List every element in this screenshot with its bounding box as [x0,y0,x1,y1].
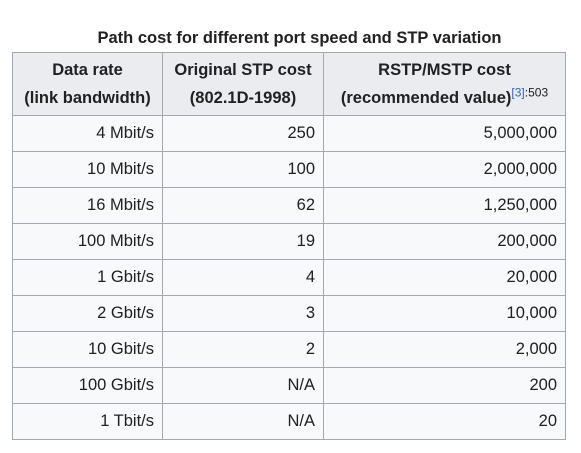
path-cost-table-container: Path cost for different port speed and S… [12,24,566,440]
table-row: 1 Gbit/s 4 20,000 [12,259,566,296]
table-caption: Path cost for different port speed and S… [97,29,502,47]
header-data-rate-line1: Data rate [52,61,123,79]
reference-page: :503 [524,85,549,100]
cell-rstp-cost: 1,250,000 [323,187,566,224]
cell-stp-cost: 3 [162,295,324,332]
cell-stp-cost: N/A [162,403,324,440]
header-rstp-mstp-cost: RSTP/MSTP cost (recommended value)[3]:50… [323,52,566,116]
table-row: 16 Mbit/s 62 1,250,000 [12,187,566,224]
header-data-rate-line2: (link bandwidth) [24,89,151,107]
header-data-rate: Data rate (link bandwidth) [12,52,163,116]
header-original-stp-line2: (802.1D-1998) [189,89,297,107]
header-original-stp-line1: Original STP cost [174,61,312,79]
header-row: Data rate (link bandwidth) Original STP … [12,52,566,116]
table-row: 10 Gbit/s 2 2,000 [12,331,566,368]
cell-rstp-cost: 200,000 [323,223,566,260]
cell-data-rate: 10 Gbit/s [12,331,163,368]
cell-rstp-cost: 10,000 [323,295,566,332]
cell-stp-cost: N/A [162,367,324,404]
cell-data-rate: 10 Mbit/s [12,151,163,188]
table-row: 10 Mbit/s 100 2,000,000 [12,151,566,188]
reference-link[interactable]: [3] [511,85,525,100]
header-original-stp-cost: Original STP cost (802.1D-1998) [162,52,324,116]
path-cost-table: Data rate (link bandwidth) Original STP … [12,52,566,440]
cell-stp-cost: 19 [162,223,324,260]
cell-rstp-cost: 200 [323,367,566,404]
header-rstp-line2: (recommended value) [340,89,512,107]
header-rstp-line1: RSTP/MSTP cost [378,61,511,79]
cell-rstp-cost: 5,000,000 [323,115,566,152]
cell-rstp-cost: 20,000 [323,259,566,296]
cell-data-rate: 100 Mbit/s [12,223,163,260]
reference-superscript: [3]:503 [511,86,548,100]
table-row: 100 Gbit/s N/A 200 [12,367,566,404]
cell-stp-cost: 2 [162,331,324,368]
cell-data-rate: 1 Tbit/s [12,403,163,440]
cell-data-rate: 16 Mbit/s [12,187,163,224]
cell-rstp-cost: 2,000 [323,331,566,368]
cell-stp-cost: 250 [162,115,324,152]
cell-data-rate: 4 Mbit/s [12,115,163,152]
table-row: 2 Gbit/s 3 10,000 [12,295,566,332]
cell-data-rate: 1 Gbit/s [12,259,163,296]
cell-rstp-cost: 20 [323,403,566,440]
table-row: 1 Tbit/s N/A 20 [12,403,566,440]
table-row: 4 Mbit/s 250 5,000,000 [12,115,566,152]
cell-data-rate: 2 Gbit/s [12,295,163,332]
cell-stp-cost: 100 [162,151,324,188]
table-row: 100 Mbit/s 19 200,000 [12,223,566,260]
cell-data-rate: 100 Gbit/s [12,367,163,404]
cell-rstp-cost: 2,000,000 [323,151,566,188]
cell-stp-cost: 4 [162,259,324,296]
cell-stp-cost: 62 [162,187,324,224]
